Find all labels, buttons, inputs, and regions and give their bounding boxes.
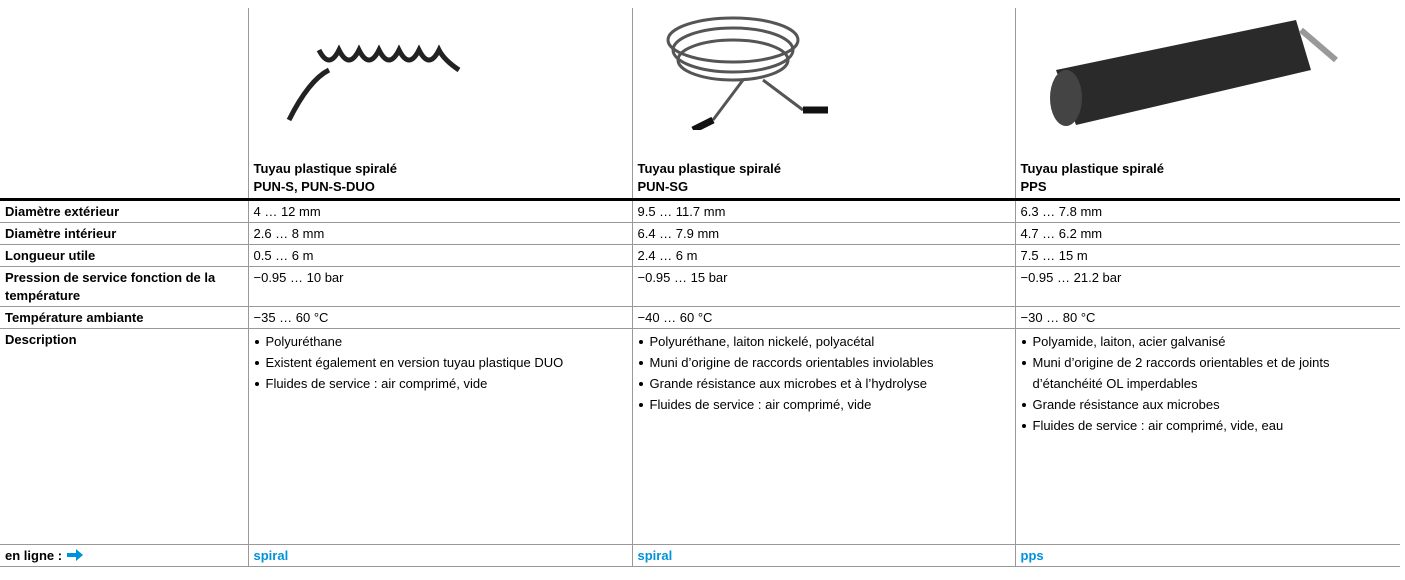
spec-row: Diamètre intérieur 2.6 … 8 mm 6.4 … 7.9 mm… [0,222,1400,245]
link-cell: spiral [247,544,632,567]
bullet-list: Polyuréthane, laiton nickelé, polyacétal… [638,331,1010,415]
spec-value: 6.4 … 7.9 mm [631,222,1015,245]
spec-value: −35 … 60 °C [247,306,632,329]
row-label: Diamètre extérieur [0,199,248,223]
comparison-table: Tuyau plastique spiralé PUN-S, PUN-S-DUO… [0,8,1400,567]
bullet-list: Polyuréthane Existent également en versio… [254,331,627,394]
bullet-item: Fluides de service : air comprimé, vide [254,373,627,394]
spec-value: 0.5 … 6 m [247,244,632,267]
spec-value: 4.7 … 6.2 mm [1014,222,1400,245]
bullet-item: Existent également en version tuyau plas… [254,352,627,373]
bullet-item: Polyuréthane [254,331,627,352]
row-label: Pression de service fonction de la tempé… [0,266,248,307]
header-row: Tuyau plastique spiralé PUN-S, PUN-S-DUO… [0,8,1400,201]
spec-value: 9.5 … 11.7 mm [631,199,1015,223]
corner-cell [0,8,248,201]
description-cell: Polyuréthane, laiton nickelé, polyacétal… [631,328,1015,545]
product-model: PUN-SG [637,179,689,194]
online-link[interactable]: pps [1020,548,1044,563]
product-image [286,44,460,122]
bullet-item: Muni d’origine de 2 raccords orientables… [1021,352,1396,394]
row-label: en ligne : [0,544,248,567]
bullet-item: Fluides de service : air comprimé, vide,… [1021,415,1396,436]
spec-value: 2.4 … 6 m [631,244,1015,267]
bullet-list: Polyamide, laiton, acier galvanisé Muni d… [1021,331,1396,436]
product-cell: Tuyau plastique spiralé PUN-S, PUN-S-DUO [247,8,632,201]
product-model: PPS [1020,179,1047,194]
online-row: en ligne : spiral spiral pps [0,544,1400,567]
spec-value: 2.6 … 8 mm [247,222,632,245]
bullet-item: Polyuréthane, laiton nickelé, polyacétal [638,331,1010,352]
spec-row: Pression de service fonction de la tempé… [0,266,1400,307]
link-cell: spiral [631,544,1015,567]
bullet-item: Muni d’origine de raccords orientables i… [638,352,1010,373]
online-link[interactable]: spiral [253,548,289,563]
row-label: Description [0,328,248,545]
row-label: Diamètre intérieur [0,222,248,245]
arrow-icon [67,549,84,561]
bullet-item: Polyamide, laiton, acier galvanisé [1021,331,1396,352]
product-cell: Tuyau plastique spiralé PPS [1014,8,1400,201]
product-title: Tuyau plastique spiralé [1020,161,1165,176]
spec-value: −0.95 … 15 bar [631,266,1015,307]
row-label: Température ambiante [0,306,248,329]
product-image [666,16,828,130]
online-label: en ligne : [5,548,63,563]
spec-row: Longueur utile 0.5 … 6 m 2.4 … 6 m 7.5 … 15… [0,244,1400,267]
description-cell: Polyuréthane Existent également en versio… [247,328,632,545]
online-link[interactable]: spiral [637,548,673,563]
spec-row: Température ambiante −35 … 60 °C −40 … 60 … [0,306,1400,329]
spec-value: −0.95 … 21.2 bar [1014,266,1400,307]
row-label: Longueur utile [0,244,248,267]
spec-row: Diamètre extérieur 4 … 12 mm 9.5 … 11.7 mm… [0,199,1400,223]
product-title: Tuyau plastique spiralé [637,161,782,176]
spec-value: 4 … 12 mm [247,199,632,223]
description-cell: Polyamide, laiton, acier galvanisé Muni d… [1014,328,1400,545]
product-image [1049,20,1338,126]
link-cell: pps [1014,544,1400,567]
spec-value: 7.5 … 15 m [1014,244,1400,267]
bullet-item: Fluides de service : air comprimé, vide [638,394,1010,415]
bullet-item: Grande résistance aux microbes et à l’hy… [638,373,1010,394]
bullet-item: Grande résistance aux microbes [1021,394,1396,415]
spec-value: −0.95 … 10 bar [247,266,632,307]
spec-value: −40 … 60 °C [631,306,1015,329]
spec-value: −30 … 80 °C [1014,306,1400,329]
product-model: PUN-S, PUN-S-DUO [253,179,375,194]
description-row: Description Polyuréthane Existent égalemen… [0,328,1400,545]
product-title: Tuyau plastique spiralé [253,161,398,176]
product-cell: Tuyau plastique spiralé PUN-SG [631,8,1015,201]
spec-value: 6.3 … 7.8 mm [1014,199,1400,223]
